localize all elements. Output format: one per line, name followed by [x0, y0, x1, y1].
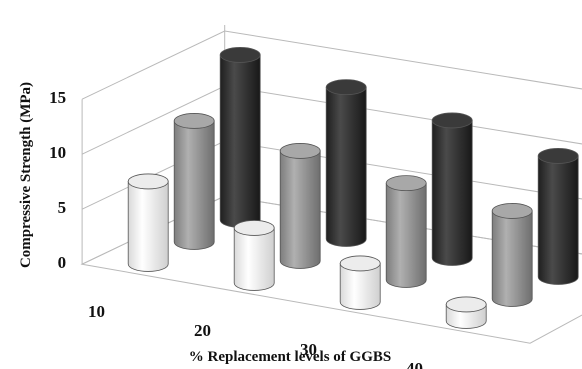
y-axis-title: Compressive Strength (MPa): [18, 82, 34, 268]
x-axis-title: % Replacement levels of GGBS: [189, 349, 391, 365]
bar-top: [431, 112, 473, 129]
y-tick-label: 5: [58, 198, 67, 217]
bar: [173, 113, 215, 250]
bar-body: [219, 54, 261, 228]
bar: [431, 112, 473, 266]
bar: [325, 79, 367, 247]
bar-body: [233, 227, 275, 291]
bar-top: [537, 148, 579, 164]
bar-top: [325, 79, 367, 96]
bar: [233, 220, 275, 291]
bar-top: [279, 143, 321, 159]
bar-body: [127, 181, 169, 272]
x-tick-label: 10: [88, 302, 105, 321]
bar: [385, 175, 427, 288]
bar-body: [279, 150, 321, 269]
bar-top: [339, 255, 381, 272]
bar: [491, 203, 533, 307]
bar: [537, 148, 579, 285]
bars: [127, 47, 579, 329]
bar-top: [219, 47, 261, 63]
x-tick-label: 20: [194, 321, 211, 340]
bar-body: [325, 86, 367, 247]
bar-body: [173, 120, 215, 250]
bar-body: [339, 263, 381, 310]
y-tick-label: 15: [49, 88, 66, 107]
bar-body: [537, 155, 579, 285]
x-tick-label: 40: [406, 359, 423, 369]
y-tick-label: 0: [58, 253, 67, 272]
bar: [219, 47, 261, 228]
x-tick-label: 30: [300, 340, 317, 359]
y-tick-label: 10: [49, 143, 66, 162]
bar-body: [491, 210, 533, 307]
bar-top: [127, 173, 169, 190]
bar-top: [173, 113, 215, 129]
labels: 0 5 10 15 10 20 30 40 % Replacement levels of GG…: [18, 82, 423, 369]
bar: [339, 255, 381, 310]
bar-body: [431, 120, 473, 266]
bar: [445, 296, 487, 329]
bar-top: [233, 220, 275, 236]
bar-top: [385, 175, 427, 192]
bar-top: [491, 203, 533, 219]
bar: [279, 143, 321, 269]
bar-body: [385, 182, 427, 288]
bar-top: [445, 296, 487, 313]
bar: [127, 173, 169, 272]
